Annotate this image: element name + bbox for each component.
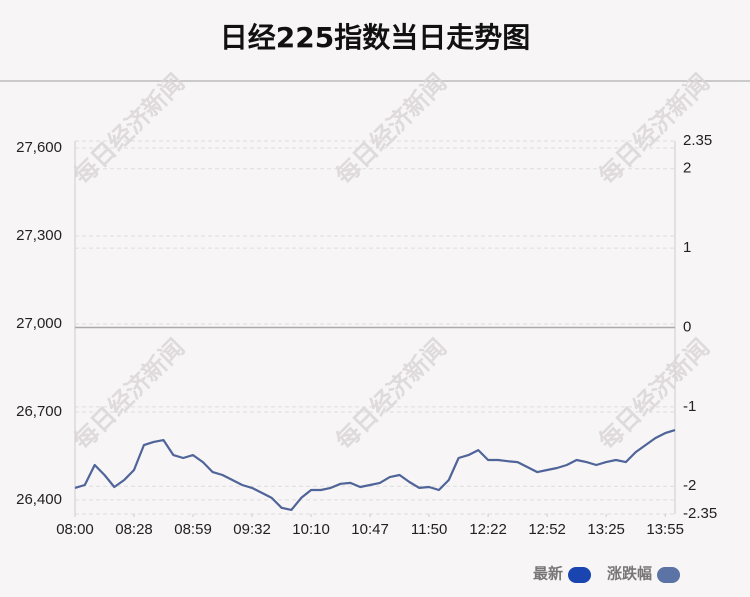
- series-line: [74, 429, 676, 511]
- x-tick-label: 09:32: [233, 521, 271, 538]
- y2-tick-label: -2: [683, 477, 696, 494]
- legend-swatch: [657, 567, 681, 583]
- legend-label: 涨跌幅: [607, 565, 652, 583]
- watermark: 每日经济新闻: [68, 333, 190, 455]
- x-tick-label: 08:00: [56, 521, 94, 538]
- watermark: 每日经济新闻: [593, 333, 715, 455]
- y2-tick-label: 2: [683, 160, 691, 177]
- chart-title: 日经225指数当日走势图: [220, 21, 530, 54]
- y2-tick-label: 0: [683, 318, 691, 335]
- y-tick-label: 26,700: [16, 403, 62, 420]
- y-tick-label: 27,300: [16, 227, 62, 244]
- x-tick-label: 13:25: [587, 521, 625, 538]
- y2-tick-label: -1: [683, 398, 696, 415]
- x-tick-label: 11:50: [411, 521, 447, 538]
- x-tick-label: 13:55: [646, 521, 684, 538]
- x-tick-label: 08:59: [174, 521, 212, 538]
- watermark: 每日经济新闻: [593, 68, 715, 190]
- legend-label: 最新: [533, 565, 563, 583]
- y-tick-label: 27,600: [16, 139, 62, 156]
- x-tick-label: 08:28: [115, 521, 153, 538]
- x-tick-label: 12:52: [528, 521, 566, 538]
- y-tick-label: 27,000: [16, 315, 62, 332]
- x-tick-label: 12:22: [469, 521, 507, 538]
- x-tick-label: 10:47: [351, 521, 389, 538]
- watermark: 每日经济新闻: [330, 68, 452, 190]
- y2-tick-label: 1: [683, 239, 691, 256]
- y-tick-label: 26,400: [16, 491, 62, 508]
- watermark: 每日经济新闻: [330, 333, 452, 455]
- watermark: 每日经济新闻: [68, 68, 190, 190]
- y2-tick-label: 2.35: [683, 132, 712, 149]
- legend-swatch: [568, 567, 592, 583]
- x-tick-label: 10:10: [292, 521, 330, 538]
- y2-tick-label: -2.35: [683, 505, 717, 522]
